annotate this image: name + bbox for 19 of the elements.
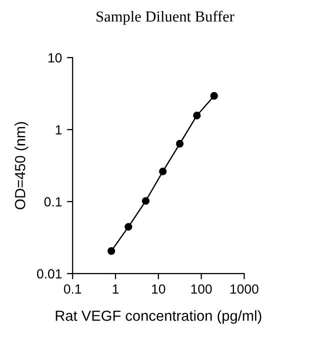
x-tick-label: 100 <box>191 284 212 294</box>
x-tick-label: 0.1 <box>64 284 82 294</box>
y-tick-label: 0.1 <box>44 197 62 207</box>
y-tick-label: 10 <box>48 53 62 63</box>
x-axis-title: Rat VEGF concentration (pg/ml) <box>56 310 262 324</box>
point <box>142 197 150 205</box>
x-tick-label: 10 <box>152 284 166 294</box>
point <box>108 247 116 255</box>
chart-title: Sample Diluent Buffer <box>96 10 234 25</box>
point <box>159 168 167 176</box>
x-tick-label: 1 <box>112 284 119 294</box>
point <box>210 92 218 100</box>
y-tick-label: 1 <box>56 125 62 134</box>
x-tick-label: 1000 <box>230 284 258 294</box>
y-tick-label: 0.01 <box>37 269 62 279</box>
point <box>176 140 184 148</box>
point <box>124 223 132 231</box>
point <box>193 112 201 120</box>
y-axis-title: OD=450 (nm) <box>14 122 28 210</box>
